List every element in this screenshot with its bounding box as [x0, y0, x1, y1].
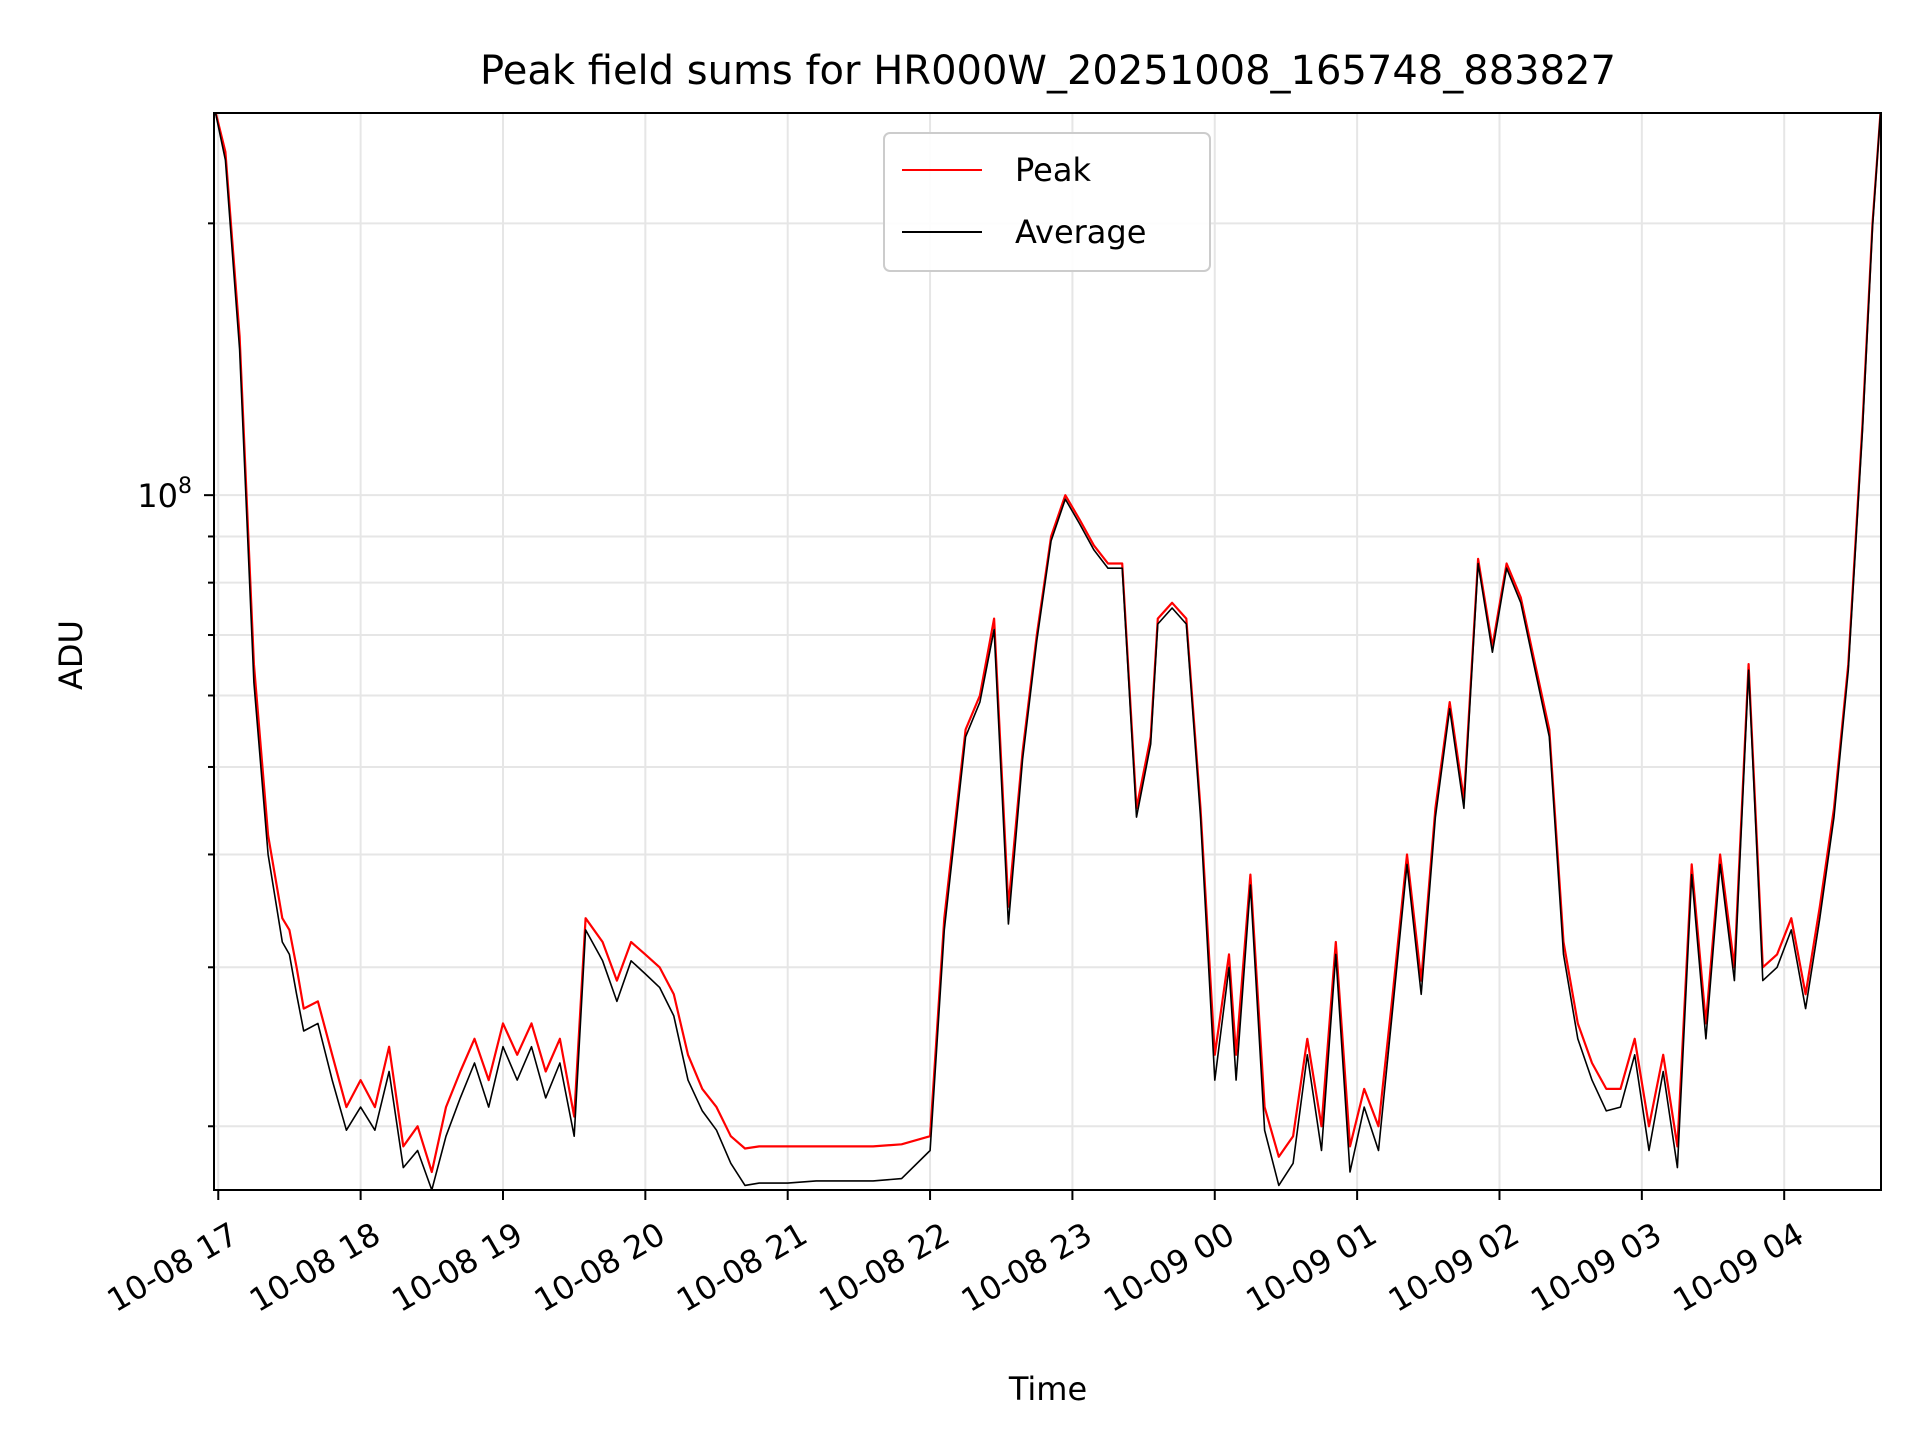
y-tick-label: 108 [137, 474, 192, 515]
series-line-average [214, 113, 1881, 1190]
chart-title: Peak field sums for HR000W_20251008_1657… [480, 48, 1616, 94]
y-tick-label-base: 10 [137, 477, 178, 515]
series-lines [214, 113, 1881, 1190]
series-line-peak [214, 113, 1881, 1174]
y-tick-label-exponent: 8 [178, 474, 192, 499]
legend: Peak Average [883, 132, 1211, 272]
legend-box [883, 132, 1211, 272]
legend-peak-label: Peak [1015, 151, 1091, 189]
legend-average-label: Average [1015, 213, 1146, 251]
plot-frame [213, 112, 1882, 1191]
y-axis-label: ADU [52, 620, 90, 690]
x-axis-label: Time [1008, 1370, 1087, 1408]
